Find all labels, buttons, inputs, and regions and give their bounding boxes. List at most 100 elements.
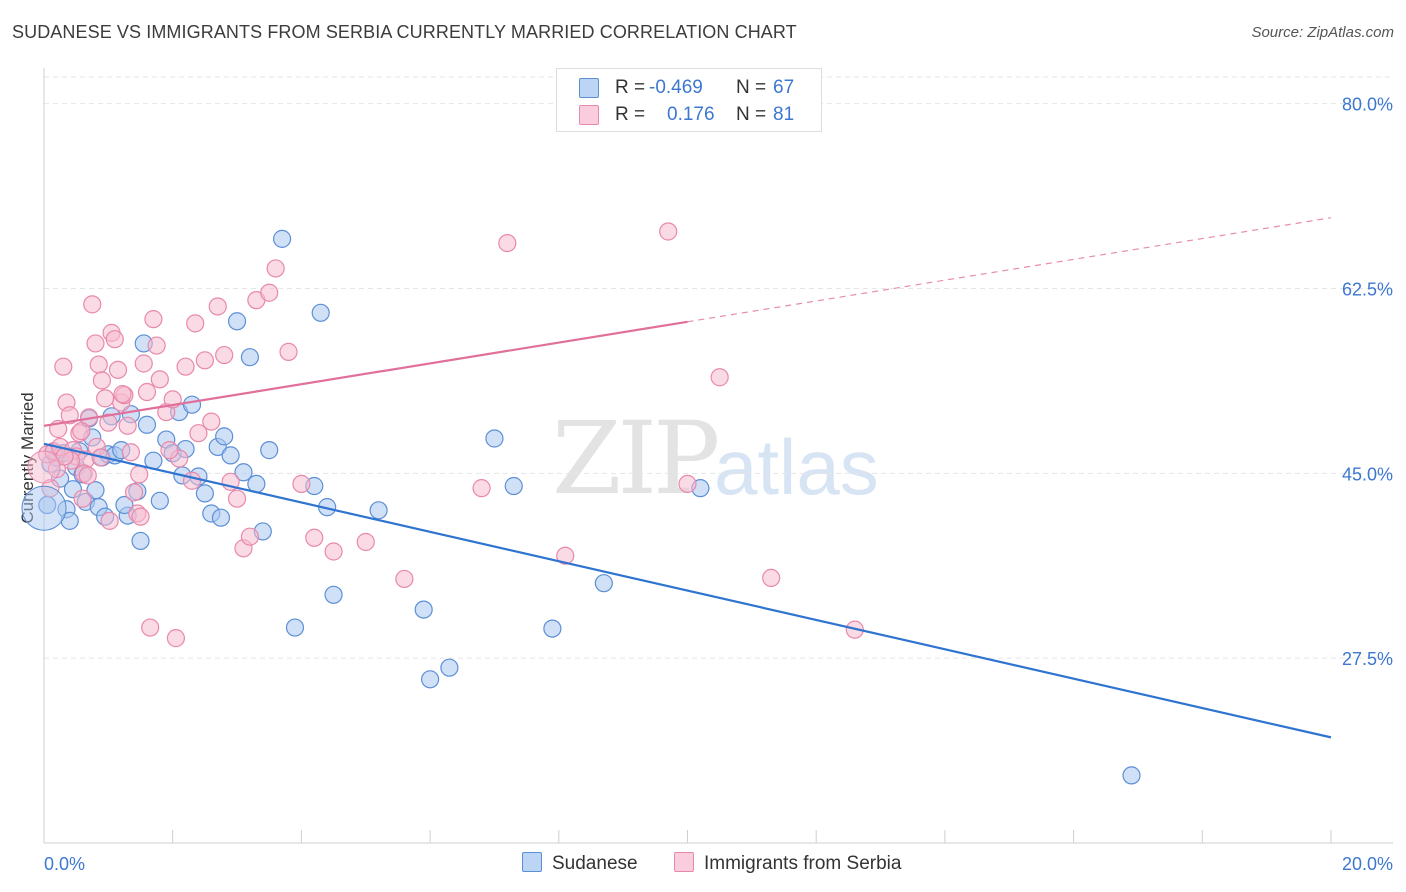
serbia-point <box>195 351 214 370</box>
sudanese-point <box>324 585 343 604</box>
serbia-point <box>324 542 343 561</box>
y-tick-label: 45.0% <box>1342 464 1393 484</box>
serbia-point <box>215 345 234 365</box>
serbia-point <box>118 416 137 435</box>
serbia-point <box>395 569 414 589</box>
watermark-zip: ZIP <box>552 400 720 517</box>
legend-item-sudanese: Sudanese <box>522 852 638 875</box>
sudanese-legend-swatch <box>522 852 542 872</box>
serbia-point <box>78 466 97 485</box>
serbia-legend-swatch <box>674 852 694 872</box>
sudanese-point <box>137 415 157 434</box>
sudanese-point <box>311 303 330 322</box>
r-value: 0.176 <box>667 104 715 125</box>
sudanese-point <box>285 618 305 637</box>
sudanese-point <box>221 446 240 465</box>
sudanese-point <box>1122 766 1141 785</box>
sudanese-point <box>485 429 504 448</box>
sudanese-point <box>504 476 523 496</box>
serbia-point <box>92 371 112 390</box>
y-tick-label: 27.5% <box>1342 649 1393 669</box>
serbia-legend-label: Immigrants from Serbia <box>704 853 902 874</box>
serbia-point-large <box>27 450 61 484</box>
sudanese-point <box>369 501 388 520</box>
serbia-point <box>96 389 115 408</box>
serbia-point <box>186 314 205 333</box>
serbia-point <box>498 233 517 253</box>
serbia-point <box>134 354 153 373</box>
x-tick-label: 20.0% <box>1342 854 1393 874</box>
sudanese-point <box>414 600 433 619</box>
serbia-point <box>176 357 195 376</box>
n-value: 81 <box>773 104 795 125</box>
serbia-point <box>260 283 279 302</box>
legend-row-sudanese: R = -0.469 N = 67 <box>579 75 794 101</box>
sudanese-point <box>115 495 134 515</box>
n-label: N = <box>736 104 767 125</box>
r-label: R = <box>615 77 646 98</box>
serbia-point <box>137 382 157 402</box>
sudanese-point <box>240 348 260 367</box>
sudanese-point <box>234 463 253 482</box>
serbia-trend-line <box>43 320 688 427</box>
serbia-point <box>279 342 298 361</box>
serbia-point <box>60 406 79 425</box>
sudanese-point <box>215 427 234 446</box>
serbia-point <box>89 355 108 374</box>
serbia-point <box>141 618 160 637</box>
sudanese-point <box>131 531 150 551</box>
serbia-point <box>182 471 202 490</box>
n-label: N = <box>736 77 767 98</box>
sudanese-point <box>260 441 279 460</box>
sudanese-legend-label: Sudanese <box>552 853 638 874</box>
sudanese-point <box>195 484 214 503</box>
r-value: -0.469 <box>649 77 703 98</box>
serbia-trend-extension <box>687 217 1332 323</box>
serbia-point <box>131 507 150 526</box>
sudanese-point <box>272 229 292 248</box>
serbia-point <box>227 489 247 508</box>
serbia-point <box>144 310 163 329</box>
n-value: 67 <box>773 77 795 98</box>
watermark-atlas: atlas <box>714 423 879 511</box>
serbia-point <box>121 443 140 462</box>
serbia-point <box>208 297 227 316</box>
sudanese-trend-line <box>43 442 1332 739</box>
legend-row-serbia: R = 0.176 N = 81 <box>579 102 794 128</box>
serbia-point <box>108 360 128 379</box>
serbia-point <box>166 629 186 648</box>
serbia-point <box>147 336 166 355</box>
serbia-point <box>356 532 375 552</box>
serbia-point <box>240 527 260 546</box>
serbia-point <box>678 474 697 494</box>
serbia-point <box>105 330 124 349</box>
sudanese-point <box>440 658 459 677</box>
serbia-point <box>73 489 92 508</box>
sudanese-point <box>150 491 169 510</box>
source-label: Source: ZipAtlas.com <box>1251 24 1394 41</box>
serbia-point <box>130 465 149 484</box>
serbia-point <box>710 368 729 387</box>
serbia-point <box>266 259 285 278</box>
sudanese-point <box>594 574 613 593</box>
serbia-point <box>99 413 118 432</box>
r-label: R = <box>615 104 646 125</box>
serbia-point <box>472 479 491 498</box>
sudanese-point <box>543 619 562 638</box>
serbia-point <box>556 546 575 565</box>
sudanese-point <box>211 508 231 527</box>
serbia-point <box>72 421 91 441</box>
serbia-point <box>762 568 781 588</box>
serbia-point <box>124 483 144 502</box>
sudanese-point <box>421 670 440 689</box>
chart-title: SUDANESE VS IMMIGRANTS FROM SERBIA CURRE… <box>12 22 797 42</box>
serbia-point <box>292 474 311 494</box>
correlation-legend: R = -0.469 N = 67 R = 0.176 N = 81 <box>556 68 822 132</box>
serbia-point <box>189 424 208 443</box>
y-tick-label: 80.0% <box>1342 95 1393 115</box>
serbia-point <box>83 295 102 314</box>
serbia-point <box>100 511 119 530</box>
serbia-point <box>86 334 105 353</box>
legend-item-serbia: Immigrants from Serbia <box>674 852 901 875</box>
